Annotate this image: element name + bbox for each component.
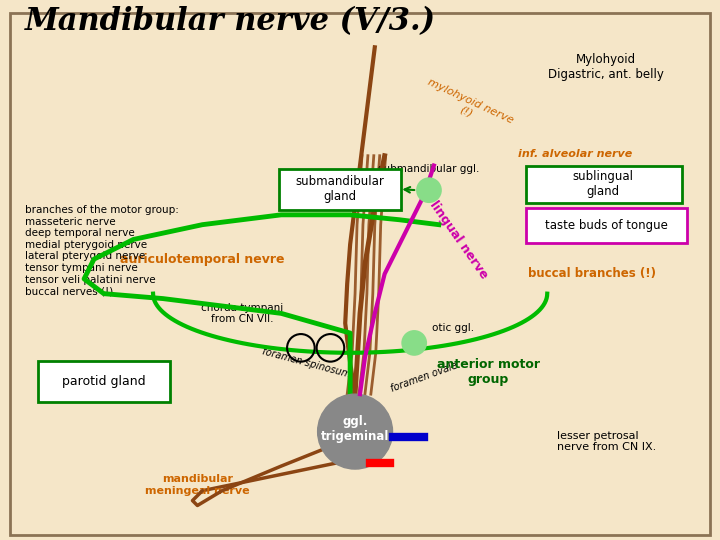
Text: lingual nerve: lingual nerve [427, 198, 490, 281]
Text: auriculotemporal nevre: auriculotemporal nevre [120, 253, 284, 266]
Text: inf. alveolar nerve: inf. alveolar nerve [518, 148, 632, 159]
Text: Mylohyoid
Digastric, ant. belly: Mylohyoid Digastric, ant. belly [549, 53, 665, 81]
Text: submandibular ggl.: submandibular ggl. [378, 164, 480, 173]
Text: ggl.: ggl. [343, 415, 368, 428]
Text: taste buds of tongue: taste buds of tongue [545, 219, 667, 232]
Circle shape [318, 394, 392, 469]
Text: branches of the motor group:
masseteric nerve
deep temporal nerve
medial pterygo: branches of the motor group: masseteric … [25, 205, 179, 296]
Text: submandibular
gland: submandibular gland [296, 175, 384, 203]
Text: mandibular
meningeal nerve: mandibular meningeal nerve [145, 474, 250, 496]
FancyBboxPatch shape [526, 166, 683, 203]
FancyBboxPatch shape [526, 208, 687, 244]
Text: buccal branches (!): buccal branches (!) [528, 267, 655, 280]
Text: lesser petrosal
nerve from CN IX.: lesser petrosal nerve from CN IX. [557, 431, 657, 453]
Text: otic ggl.: otic ggl. [432, 323, 474, 333]
FancyBboxPatch shape [37, 361, 170, 402]
Text: anterior motor
group: anterior motor group [436, 359, 539, 387]
FancyBboxPatch shape [10, 13, 710, 535]
Text: foramen spinosum: foramen spinosum [261, 346, 352, 379]
Text: mylohyoid nerve
(!): mylohyoid nerve (!) [421, 77, 516, 136]
Text: trigeminal: trigeminal [321, 430, 390, 443]
Circle shape [417, 178, 441, 202]
Text: chorda tympani
from CN VII.: chorda tympani from CN VII. [201, 302, 283, 324]
Text: sublingual
gland: sublingual gland [573, 170, 634, 198]
Text: parotid gland: parotid gland [62, 375, 145, 388]
FancyBboxPatch shape [279, 168, 401, 210]
Circle shape [402, 331, 426, 355]
Text: foramen ovale: foramen ovale [390, 361, 459, 394]
Text: Mandibular nerve (V/3.): Mandibular nerve (V/3.) [25, 6, 436, 37]
